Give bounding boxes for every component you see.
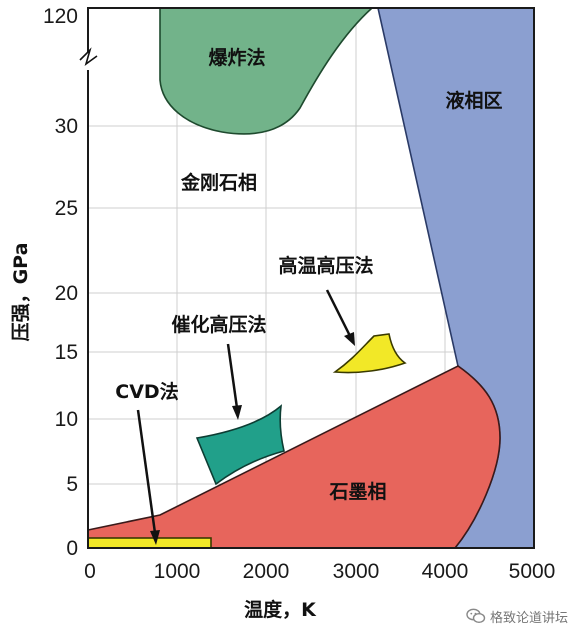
y-tick-label: 25 xyxy=(55,197,78,220)
y-tick-labels: 0 5 10 15 20 25 30 120 xyxy=(43,5,78,560)
liquid-phase-label: 液相区 xyxy=(445,89,502,112)
hthp-method-label: 高温高压法 xyxy=(278,254,373,277)
arrows xyxy=(136,289,355,545)
wechat-icon xyxy=(466,608,486,624)
y-tick-label: 5 xyxy=(66,473,78,496)
x-axis-title: 温度，K xyxy=(244,598,317,621)
catalytic-arrow-head xyxy=(232,405,242,420)
hthp-method-region xyxy=(332,333,407,374)
x-tick-label: 5000 xyxy=(509,560,556,583)
watermark: 格致论道讲坛 xyxy=(466,606,568,626)
y-tick-label: 10 xyxy=(55,408,78,431)
catalytic-method-label: 催化高压法 xyxy=(171,313,266,336)
graphite-phase-label: 石墨相 xyxy=(328,481,386,503)
catalytic-method-region xyxy=(195,404,285,486)
x-tick-label: 0 xyxy=(84,560,96,583)
y-tick-label: 15 xyxy=(55,341,78,364)
x-tick-labels: 0 1000 2000 3000 4000 5000 xyxy=(84,560,555,583)
y-tick-label: 20 xyxy=(55,282,78,305)
y-tick-label: 0 xyxy=(66,537,78,560)
catalytic-arrow xyxy=(226,343,239,409)
axis-break-icon xyxy=(79,47,98,70)
cvd-arrow-head xyxy=(150,530,160,545)
y-axis-title: 压强，GPa xyxy=(10,243,32,342)
explosion-method-region xyxy=(159,7,375,135)
x-tick-label: 2000 xyxy=(243,560,290,583)
cvd-method-label: CVD法 xyxy=(115,380,178,403)
diamond-phase-label: 金刚石相 xyxy=(180,171,257,194)
cvd-arrow xyxy=(136,409,157,534)
plot-frame xyxy=(87,7,535,549)
x-tick-label: 1000 xyxy=(154,560,201,583)
y-tick-label: 30 xyxy=(55,115,78,138)
cvd-method-region xyxy=(87,537,212,549)
x-tick-label: 4000 xyxy=(422,560,469,583)
hthp-arrow-head xyxy=(344,332,355,346)
hthp-arrow xyxy=(325,289,352,337)
explosion-method-label: 爆炸法 xyxy=(208,46,265,69)
watermark-text: 格致论道讲坛 xyxy=(489,610,568,626)
y-tick-label: 120 xyxy=(43,5,78,28)
x-tick-label: 3000 xyxy=(333,560,380,583)
graphite-phase-region xyxy=(87,365,501,549)
